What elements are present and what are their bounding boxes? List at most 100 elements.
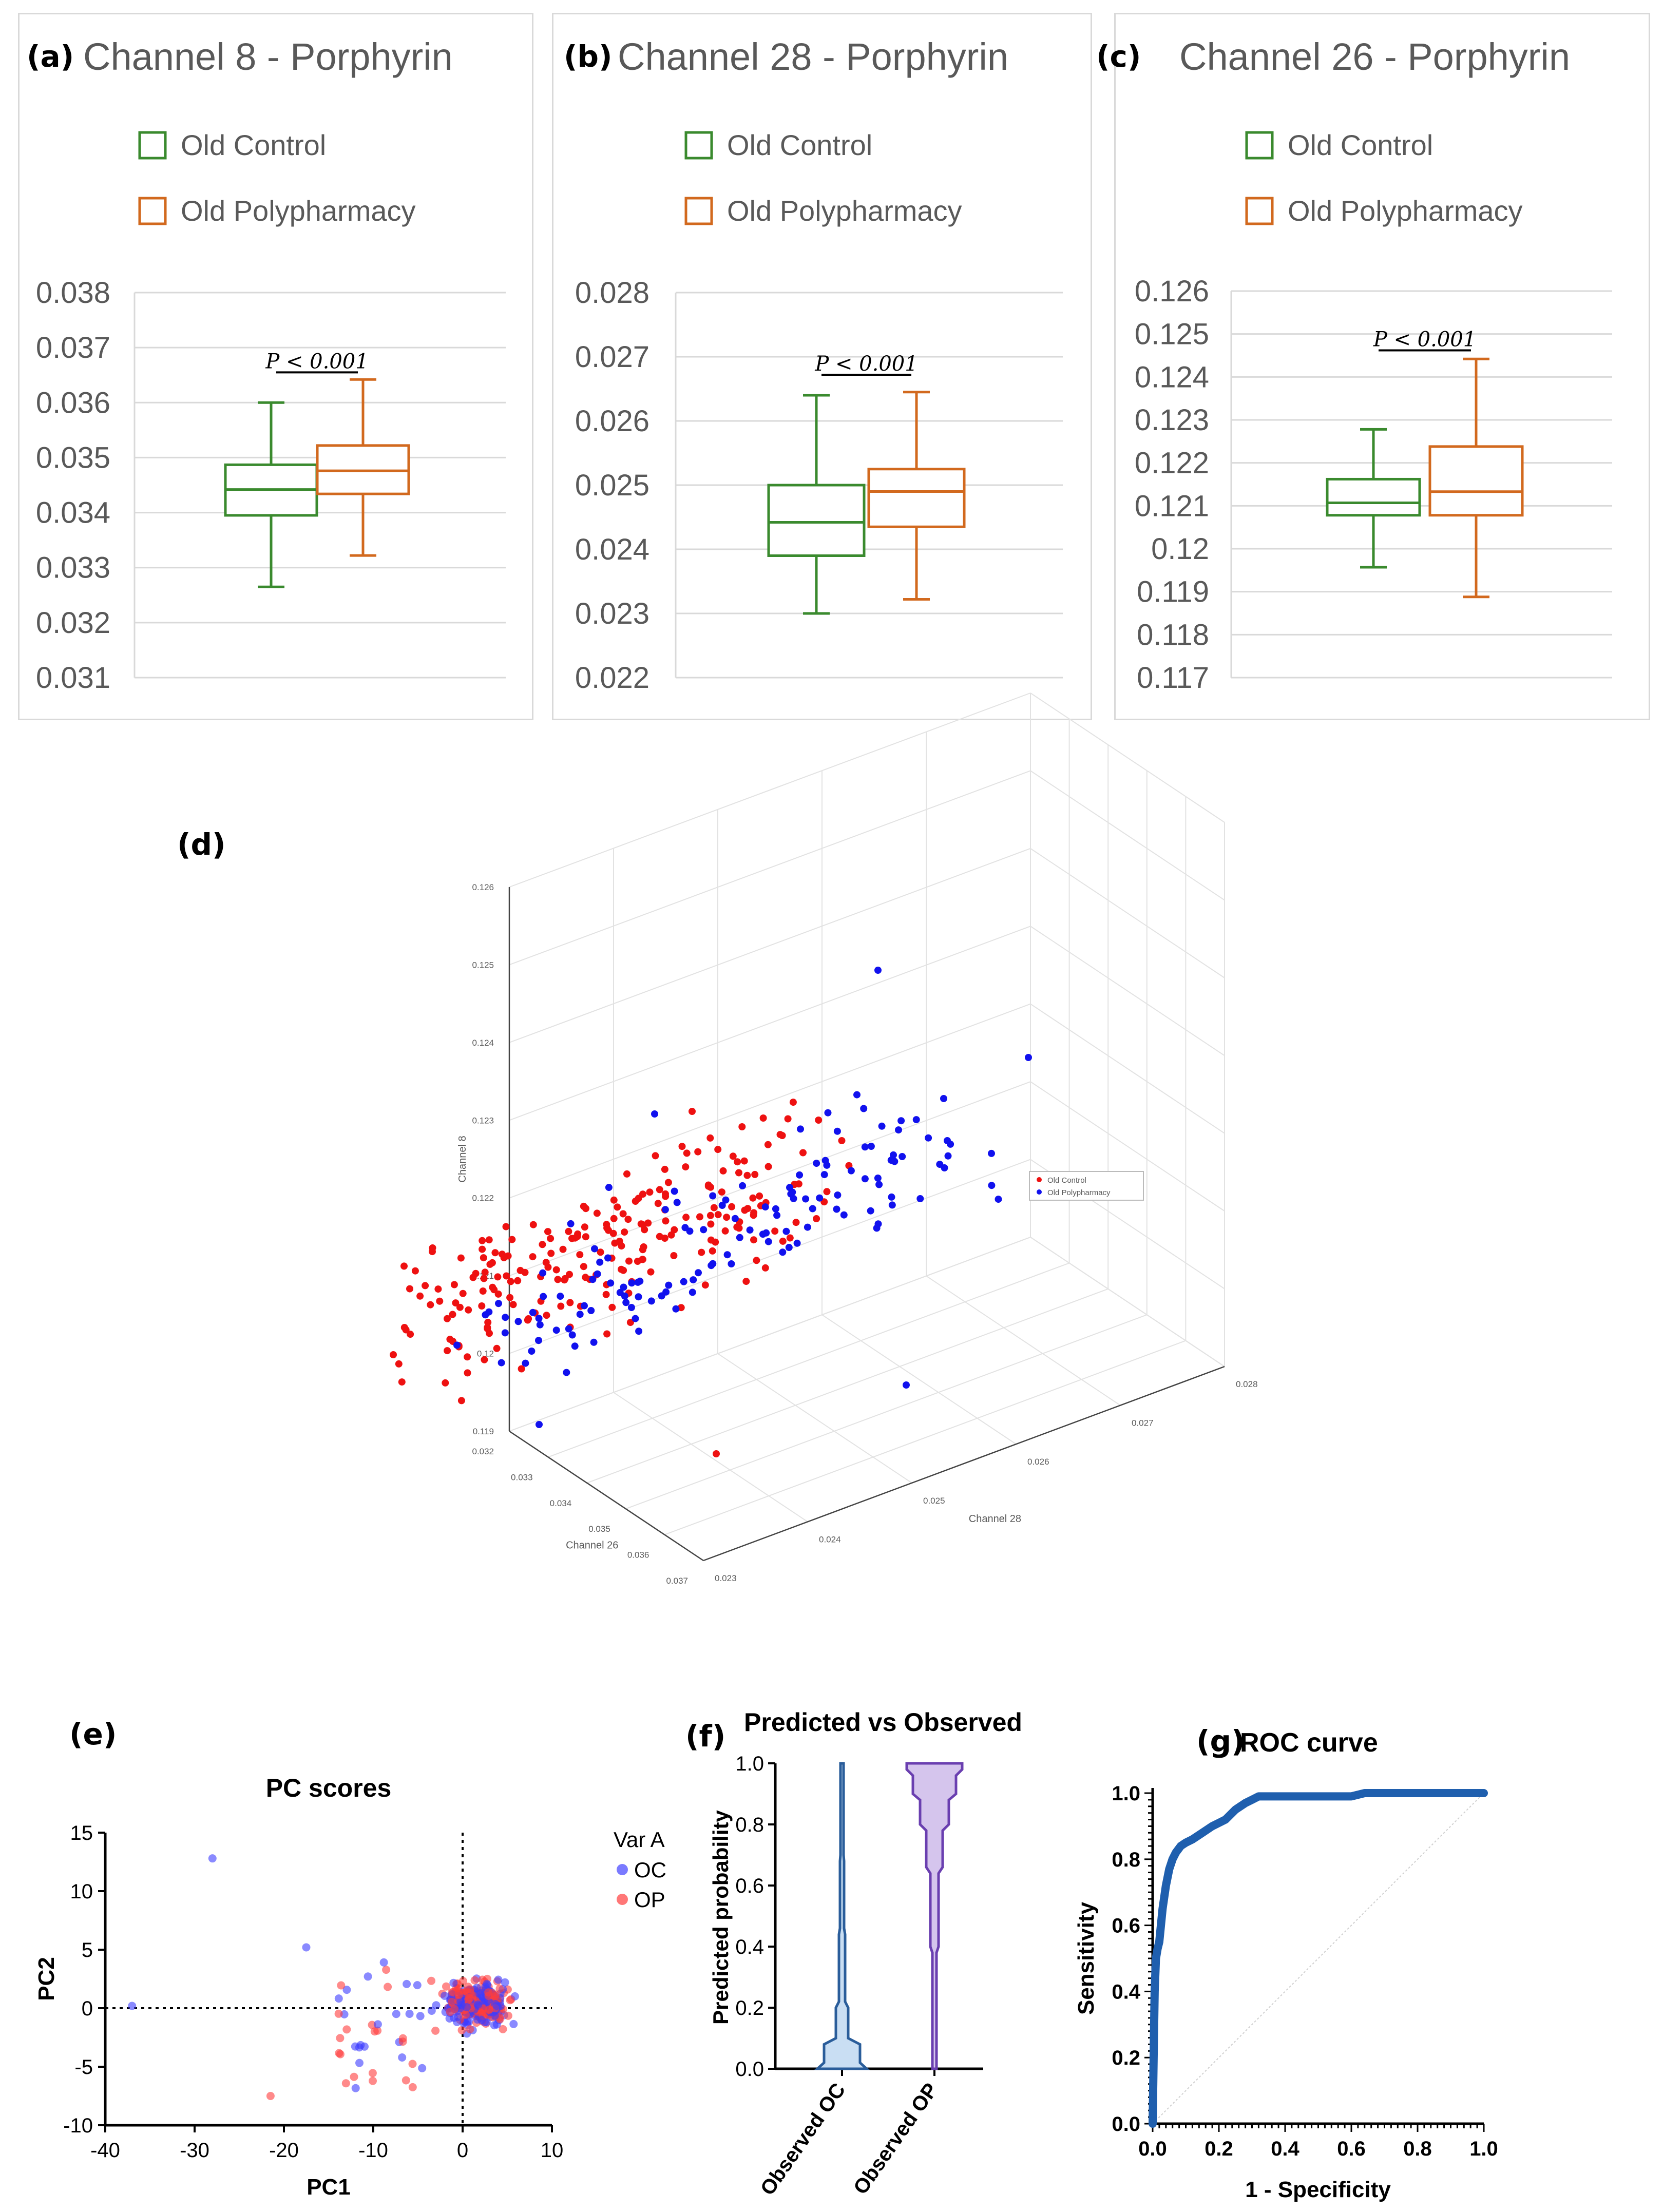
violin-observed-oc: [814, 1762, 870, 2070]
point-oc: [355, 2059, 364, 2067]
point-old-polypharmacy: [671, 1187, 678, 1195]
panel-label-d: (d): [177, 827, 226, 862]
point-old-control: [503, 1272, 510, 1280]
point-op: [408, 2083, 417, 2091]
chart-title: Predicted vs Observed: [744, 1708, 1022, 1737]
z-tick-label: 0.122: [472, 1194, 494, 1203]
z-tick-label: 0.124: [472, 1038, 494, 1048]
point-oc: [356, 2041, 365, 2049]
point-old-control: [554, 1276, 562, 1283]
y-tick-label: 0.4: [1112, 1980, 1140, 2003]
legend-label-op: OP: [634, 1888, 665, 1912]
y-tick-label: 0.028: [575, 276, 649, 310]
point-op: [470, 1976, 479, 1985]
point-old-polypharmacy: [565, 1325, 572, 1333]
floor-grid: [548, 1262, 1069, 1458]
point-old-control: [559, 1245, 567, 1253]
point-oc: [418, 2064, 427, 2072]
point-old-polypharmacy: [936, 1161, 944, 1168]
pca-scatter: PC scores -40 -30 -20 -10 0 10 -10 -5 0 5 10 15 PC1 PC…: [34, 1774, 666, 2200]
point-old-control: [779, 1237, 787, 1245]
point-old-control: [698, 1248, 705, 1256]
point-old-polypharmacy: [797, 1125, 804, 1133]
point-old-control: [469, 1274, 477, 1281]
point-old-control: [623, 1170, 630, 1178]
panel-label-g: (g): [1196, 1724, 1245, 1759]
y-tick-label: 0.117: [1137, 661, 1209, 695]
point-old-control: [712, 1238, 719, 1246]
point-oc: [463, 2003, 471, 2011]
legend-marker-blue: [1037, 1189, 1042, 1195]
point-old-control: [764, 1141, 772, 1148]
point-old-control: [543, 1312, 550, 1319]
wall-grid: [509, 1081, 1031, 1277]
y-tick-label: 0.033: [36, 551, 110, 585]
point-op: [495, 1985, 504, 1993]
point-old-control: [723, 1214, 731, 1221]
point-old-polypharmacy: [723, 1251, 731, 1259]
box-iqr: [767, 484, 866, 557]
y-axis-label: Sensitivity: [1074, 1901, 1099, 2015]
y-tick-label: 0: [82, 1997, 93, 2020]
violin-observed-op: [905, 1762, 964, 2070]
point-op: [373, 2026, 382, 2035]
point-old-control: [671, 1226, 678, 1234]
y-tick-label: 0.038: [36, 276, 110, 310]
x-tick-label: 0.035: [588, 1524, 610, 1534]
wall-grid: [1030, 848, 1225, 978]
point-op: [442, 1982, 450, 1991]
point-old-control: [667, 1231, 675, 1239]
x-tick-label: 0.036: [627, 1550, 649, 1560]
chart-title-b: Channel 28 - Porphyrin: [618, 35, 1008, 78]
y-tick-label: 0.0: [735, 2058, 764, 2081]
point-old-control: [799, 1149, 807, 1157]
point-old-polypharmacy: [665, 1281, 673, 1289]
floor-grid: [926, 1275, 1121, 1406]
wall-grid: [509, 770, 1031, 966]
chart-title: PC scores: [266, 1774, 392, 1802]
point-oc: [475, 1990, 484, 1998]
y-tick-label: 0.023: [575, 597, 649, 630]
chart-title: ROC curve: [1240, 1728, 1378, 1758]
point-old-control: [529, 1221, 537, 1228]
point-old-polypharmacy: [514, 1318, 522, 1325]
y-tick-label: 0.027: [1132, 1418, 1154, 1428]
point-outlier: [266, 2092, 275, 2100]
point-old-control: [484, 1323, 491, 1331]
point-old-polypharmacy: [820, 1171, 828, 1179]
point-old-polypharmacy: [576, 1311, 584, 1318]
point-old-control: [738, 1123, 746, 1130]
point-oc: [351, 2084, 360, 2092]
point-old-polypharmacy: [632, 1315, 639, 1322]
point-op: [342, 2025, 351, 2034]
significance-label: P < 0.001: [1373, 328, 1476, 351]
y-tick-label: 0.037: [36, 331, 110, 364]
point-old-control: [582, 1233, 589, 1241]
z-tick-label: 0.12: [477, 1349, 494, 1359]
point-old-control: [480, 1254, 487, 1262]
wall-grid: [1030, 1237, 1225, 1367]
point-old-polypharmacy: [536, 1321, 544, 1329]
point-old-control: [436, 1297, 444, 1305]
point-old-polypharmacy: [589, 1276, 597, 1283]
point-old-polypharmacy: [736, 1234, 743, 1241]
box-iqr: [1428, 445, 1524, 517]
point-oc: [427, 2007, 436, 2015]
point-old-control: [729, 1152, 737, 1160]
point-old-polypharmacy: [651, 1110, 658, 1118]
point-old-control: [786, 1234, 794, 1242]
point-old-polypharmacy: [782, 1227, 790, 1235]
point-old-control: [610, 1196, 618, 1204]
z-tick-label: 0.119: [473, 1427, 494, 1436]
point-old-control: [603, 1224, 611, 1232]
point-old-polypharmacy: [764, 1238, 772, 1245]
point-old-control: [713, 1450, 720, 1457]
y-axis-label: Predicted probability: [709, 1810, 733, 2024]
y-tick-label: 0.026: [1027, 1457, 1049, 1467]
point-old-polypharmacy: [761, 1203, 769, 1211]
point-oc: [379, 1958, 388, 1967]
y-tick-label: 1.0: [1112, 1782, 1140, 1805]
point-old-polypharmacy: [635, 1293, 642, 1301]
point-op: [454, 1991, 463, 1999]
point-old-control: [689, 1108, 696, 1115]
